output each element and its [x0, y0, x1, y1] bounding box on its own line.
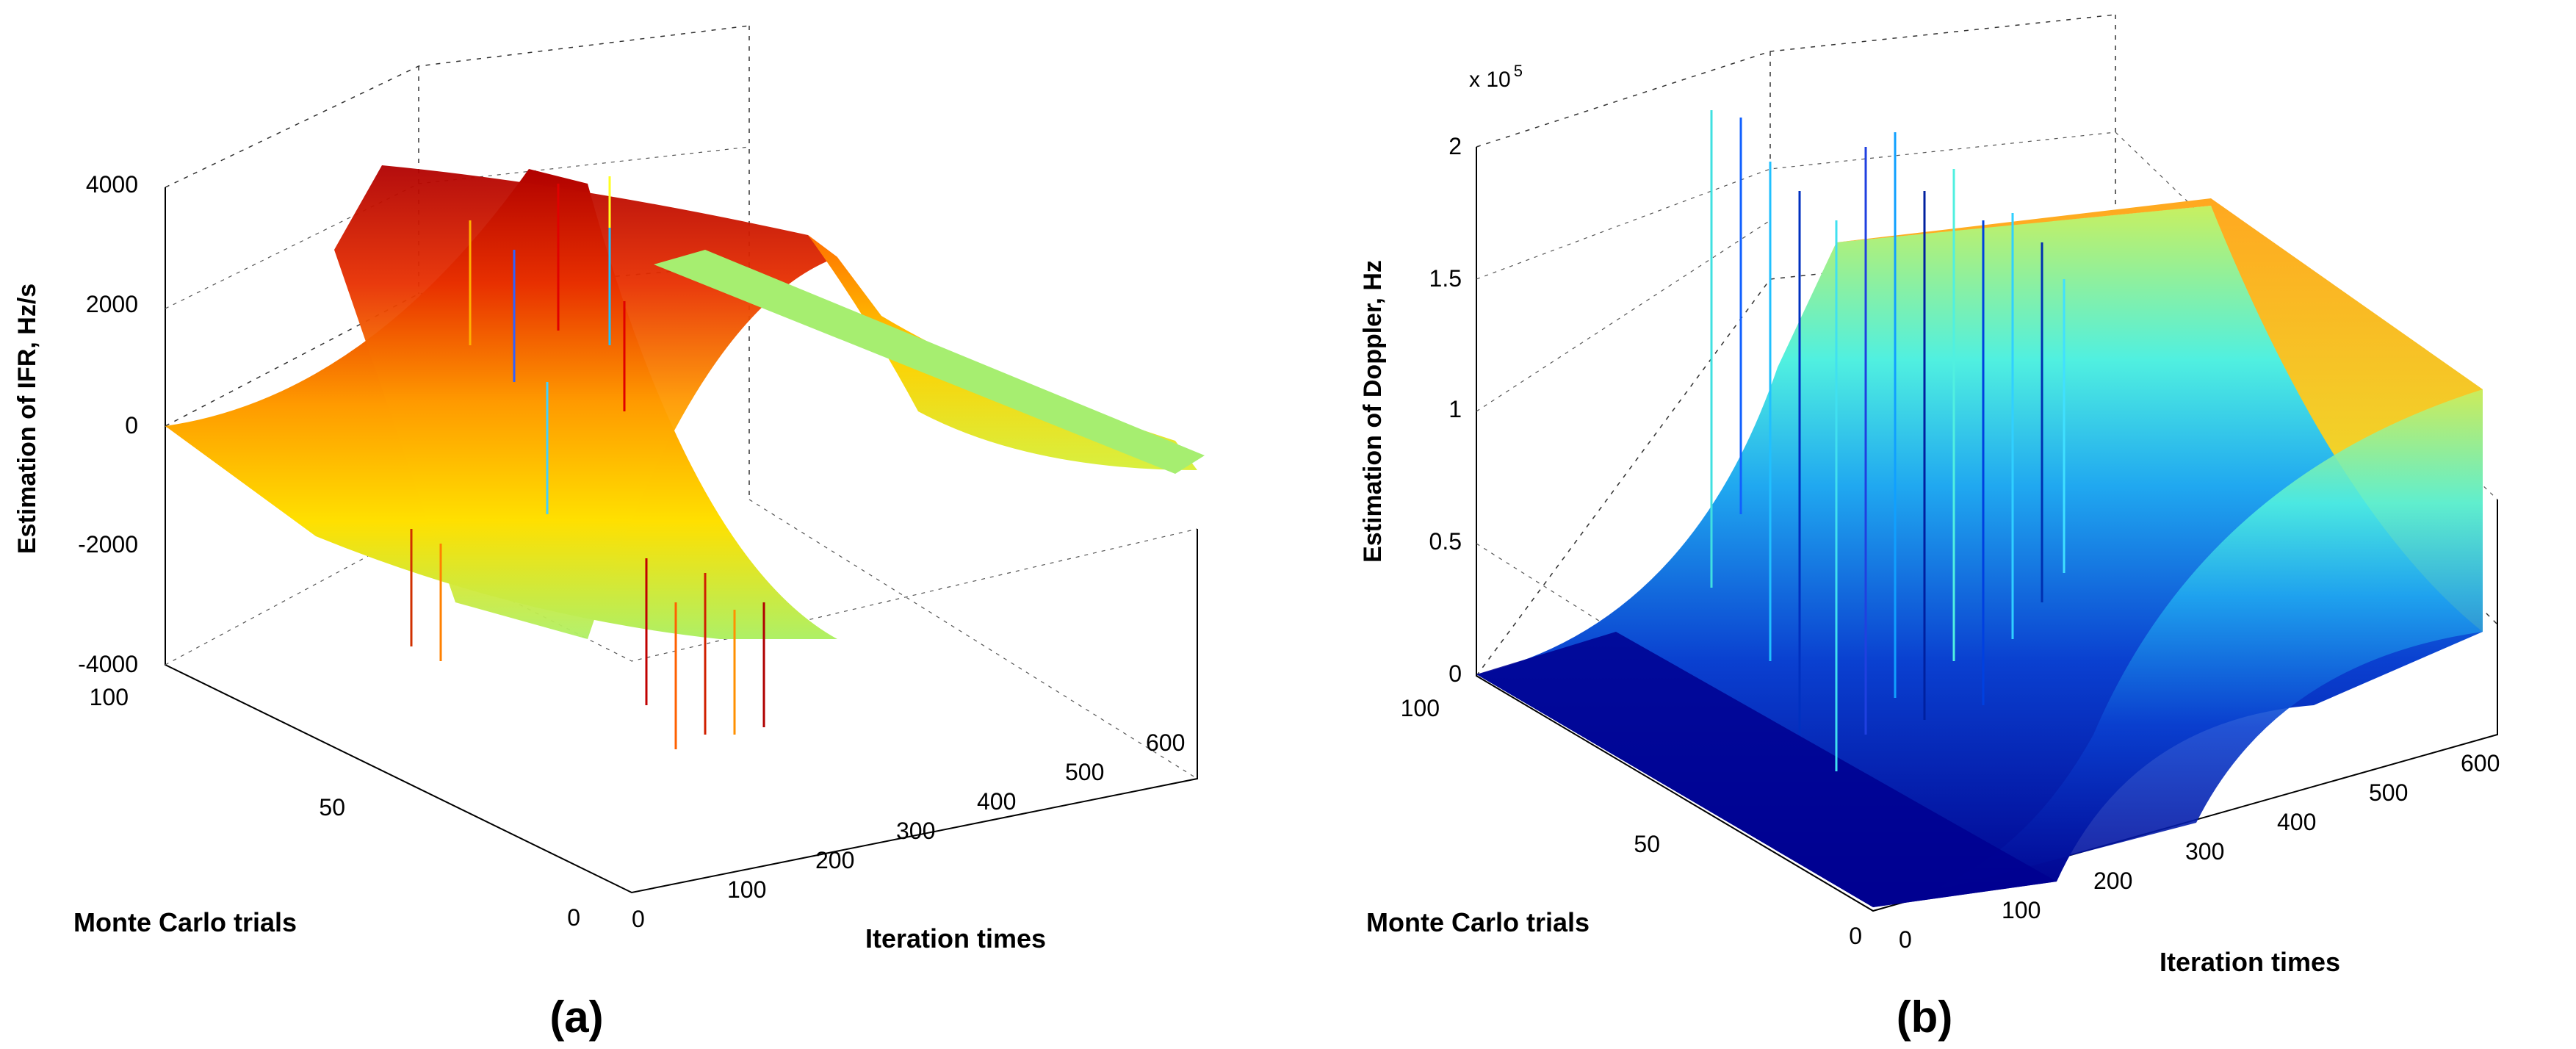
- x-tick-b: 50: [1634, 831, 1660, 857]
- z-tick-b: 1: [1448, 396, 1462, 422]
- z-tick-b: 1.5: [1429, 265, 1462, 292]
- y-tick-b: 300: [2185, 838, 2224, 865]
- y-tick-a: 300: [896, 818, 935, 844]
- z-tick-b: 2: [1448, 133, 1462, 159]
- z-scale-exp-b: 5: [1514, 62, 1523, 80]
- x-tick-b: 0: [1849, 923, 1862, 949]
- y-tick-a: 0: [632, 906, 645, 932]
- z-tick-a: 2000: [86, 291, 138, 317]
- x-tick-a: 0: [567, 904, 580, 931]
- y-tick-b: 0: [1899, 926, 1912, 953]
- panel-label-a: (a): [549, 992, 603, 1042]
- panel-a: 4000 2000 0 -2000 -4000 100 50 0 0 100 2…: [13, 25, 1205, 1042]
- x-tick-a: 50: [319, 794, 345, 821]
- y-tick-b: 500: [2369, 779, 2408, 806]
- spikes-b: [1710, 110, 2066, 771]
- z-ticks-b: 2 1.5 1 0.5 0: [1429, 133, 1462, 687]
- panel-b: x 10 5 2 1.5 1 0.5 0 100 50 0 0 100 200 3…: [1359, 14, 2500, 1042]
- z-axis-label-b: Estimation of Doppler, Hz: [1359, 260, 1387, 563]
- spikes-a: [410, 176, 765, 749]
- y-tick-b: 400: [2277, 809, 2316, 835]
- front-box-a: [165, 187, 1198, 894]
- y-tick-b: 200: [2093, 868, 2132, 894]
- z-tick-b: 0.5: [1429, 528, 1462, 555]
- x-axis-label-b: Monte Carlo trials: [1366, 907, 1590, 937]
- y-tick-a: 600: [1146, 729, 1185, 756]
- surface-b-plateau: [1836, 198, 2483, 632]
- z-tick-a: 0: [125, 412, 138, 439]
- x-ticks-b: 100 50 0: [1401, 695, 1862, 949]
- surface-b-s-curve: [1873, 389, 2483, 907]
- surface-a: [165, 165, 1205, 749]
- surface-b: [1476, 110, 2483, 907]
- y-axis-label-a: Iteration times: [865, 923, 1046, 954]
- y-tick-b: 100: [2002, 897, 2041, 923]
- x-tick-b: 100: [1401, 695, 1440, 721]
- y-tick-a: 100: [727, 876, 766, 903]
- z-axis-label-a: Estimation of IFR, Hz/s: [13, 284, 41, 554]
- z-tick-b: 0: [1448, 660, 1462, 687]
- x-axis-label-a: Monte Carlo trials: [73, 907, 297, 937]
- y-tick-a: 500: [1065, 759, 1104, 785]
- y-tick-a: 400: [977, 788, 1016, 815]
- z-scale-label-b: x 10 5: [1469, 62, 1523, 92]
- z-tick-a: -2000: [78, 531, 138, 558]
- y-axis-label-b: Iteration times: [2160, 947, 2340, 977]
- z-tick-a: 4000: [86, 171, 138, 198]
- y-ticks-b: 0 100 200 300 400 500 600: [1899, 750, 2500, 953]
- y-tick-b: 600: [2461, 750, 2500, 776]
- z-tick-a: -4000: [78, 651, 138, 677]
- x-tick-a: 100: [90, 684, 129, 710]
- x-ticks-a: 100 50 0: [90, 684, 580, 931]
- y-tick-a: 200: [815, 847, 854, 873]
- z-ticks-a: 4000 2000 0 -2000 -4000: [78, 171, 138, 677]
- front-box-b: [1476, 147, 2498, 912]
- z-scale-base-b: x 10: [1469, 68, 1511, 92]
- surface-a-plateau: [654, 250, 1205, 474]
- panel-label-b: (b): [1897, 992, 1953, 1042]
- y-ticks-a: 0 100 200 300 400 500 600: [632, 729, 1185, 932]
- surface-b-front-shade: [1476, 632, 2057, 907]
